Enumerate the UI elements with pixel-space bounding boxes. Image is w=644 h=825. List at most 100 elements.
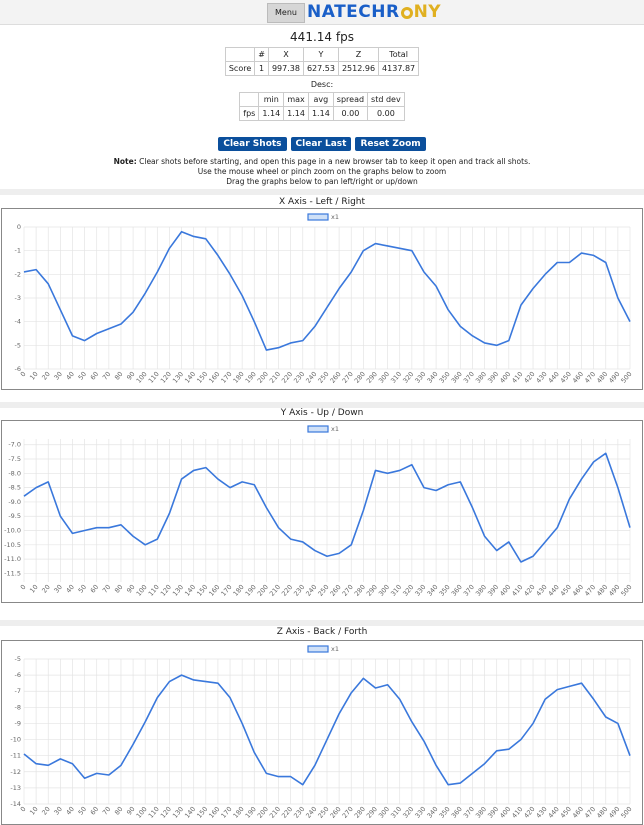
x-tick-label: 70 bbox=[101, 583, 112, 594]
x-tick-label: 100 bbox=[135, 370, 149, 385]
x-tick-label: 40 bbox=[65, 805, 76, 816]
table-cell: fps bbox=[239, 106, 260, 121]
separator bbox=[0, 402, 644, 408]
desc-table: min max avg spread std dev fps 1.14 1.14 1.14 0.0… bbox=[239, 92, 405, 121]
x-tick-label: 190 bbox=[244, 370, 258, 385]
legend-swatch bbox=[307, 645, 329, 653]
x-tick-label: 130 bbox=[171, 370, 185, 385]
x-tick-label: 250 bbox=[316, 805, 330, 820]
y-tick-label: -11 bbox=[10, 752, 21, 760]
x-tick-label: 230 bbox=[292, 805, 306, 820]
y-tick-label: -5 bbox=[15, 341, 21, 349]
x-tick-label: 270 bbox=[341, 370, 355, 385]
x-tick-label: 40 bbox=[65, 370, 76, 381]
x-tick-label: 30 bbox=[52, 370, 63, 381]
x-tick-label: 180 bbox=[232, 370, 246, 385]
x-tick-label: 490 bbox=[607, 583, 621, 598]
x-tick-label: 210 bbox=[268, 583, 282, 598]
x-tick-label: 80 bbox=[113, 370, 124, 381]
x-tick-label: 50 bbox=[77, 805, 88, 816]
x-tick-label: 110 bbox=[147, 370, 161, 385]
x-tick-label: 300 bbox=[377, 805, 391, 820]
y-tick-label: -6 bbox=[15, 671, 21, 679]
table-header-row: # X Y Z Total bbox=[224, 47, 420, 62]
x-tick-label: 470 bbox=[583, 805, 597, 820]
x-tick-label: 360 bbox=[450, 583, 464, 598]
x-tick-label: 170 bbox=[219, 370, 233, 385]
score-table: # X Y Z Total Score 1 997.38 627.53 2512.96 4137.8… bbox=[224, 47, 420, 76]
x-tick-label: 270 bbox=[341, 805, 355, 820]
x-tick-label: 170 bbox=[219, 583, 233, 598]
menu-button[interactable]: Menu bbox=[267, 3, 305, 23]
x-tick-label: 480 bbox=[595, 370, 609, 385]
header-cell: Total bbox=[378, 47, 420, 62]
x-tick-label: 270 bbox=[341, 583, 355, 598]
x-tick-label: 280 bbox=[353, 805, 367, 820]
x-tick-label: 40 bbox=[65, 583, 76, 594]
note-label: Note: bbox=[113, 157, 137, 166]
x-tick-label: 220 bbox=[280, 805, 294, 820]
x-tick-label: 340 bbox=[425, 583, 439, 598]
header-cell: std dev bbox=[367, 92, 405, 107]
x-tick-label: 410 bbox=[510, 583, 524, 598]
chart: -5 -6 -7 -8 -9 -10 -11 -12 -13 -140 10 20 30 40 50 60 70… bbox=[1, 640, 643, 825]
x-tick-label: 380 bbox=[474, 370, 488, 385]
x-tick-label: 480 bbox=[595, 583, 609, 598]
data-line bbox=[23, 230, 631, 351]
y-tick-label: -10.0 bbox=[4, 527, 21, 535]
legend-swatch bbox=[307, 213, 329, 221]
y-tick-label: -13 bbox=[10, 784, 21, 792]
x-tick-label: 200 bbox=[256, 370, 270, 385]
y-tick-label: -12 bbox=[10, 768, 21, 776]
x-tick-label: 290 bbox=[365, 805, 379, 820]
y-tick-label: -7.5 bbox=[8, 455, 21, 463]
button[interactable]: Reset Zoom bbox=[355, 137, 426, 151]
x-tick-label: 450 bbox=[559, 805, 573, 820]
y-tick-label: 0 bbox=[17, 223, 21, 231]
button[interactable]: Clear Last bbox=[290, 137, 352, 151]
x-tick-label: 330 bbox=[413, 805, 427, 820]
y-tick-label: -8.0 bbox=[8, 469, 21, 477]
table-cell: 1 bbox=[254, 61, 269, 76]
x-tick-label: 390 bbox=[486, 583, 500, 598]
x-tick-label: 240 bbox=[304, 583, 318, 598]
logo-icon bbox=[400, 7, 413, 19]
x-tick-label: 450 bbox=[559, 583, 573, 598]
x-tick-label: 300 bbox=[377, 370, 391, 385]
chart: -7.0 -7.5 -8.0 -8.5 -9.0 -9.5 -10.0 -10.5 -11.0 -… bbox=[1, 420, 643, 603]
x-tick-label: 420 bbox=[522, 583, 536, 598]
x-tick-label: 260 bbox=[329, 370, 343, 385]
header-cell: Y bbox=[302, 47, 339, 62]
y-tick-label: -9.0 bbox=[8, 498, 21, 506]
x-tick-label: 90 bbox=[125, 805, 136, 816]
note-line: Drag the graphs below to pan left/right … bbox=[226, 177, 418, 186]
button[interactable]: Clear Shots bbox=[218, 137, 287, 151]
note: Note: Clear shots before starting, and o… bbox=[0, 157, 644, 187]
table-cell: 1.14 bbox=[258, 106, 285, 121]
x-tick-label: 430 bbox=[535, 370, 549, 385]
x-tick-label: 230 bbox=[292, 583, 306, 598]
x-tick-label: 490 bbox=[607, 370, 621, 385]
x-tick-label: 10 bbox=[28, 370, 39, 381]
separator bbox=[0, 189, 644, 195]
x-tick-label: 310 bbox=[389, 583, 403, 598]
x-tick-label: 110 bbox=[147, 583, 161, 598]
logo[interactable]: NATECHR NY bbox=[307, 2, 441, 22]
table-cell: 1.14 bbox=[307, 106, 334, 121]
y-tick-label: -3 bbox=[15, 294, 21, 302]
header-cell: Z bbox=[337, 47, 380, 62]
x-tick-label: 420 bbox=[522, 370, 536, 385]
x-tick-label: 220 bbox=[280, 583, 294, 598]
x-tick-label: 150 bbox=[195, 583, 209, 598]
x-tick-label: 330 bbox=[413, 583, 427, 598]
x-tick-label: 160 bbox=[207, 370, 221, 385]
x-tick-label: 320 bbox=[401, 583, 415, 598]
x-tick-label: 400 bbox=[498, 370, 512, 385]
x-tick-label: 80 bbox=[113, 583, 124, 594]
x-tick-label: 410 bbox=[510, 370, 524, 385]
x-tick-label: 250 bbox=[316, 583, 330, 598]
x-tick-label: 90 bbox=[125, 583, 136, 594]
x-tick-label: 370 bbox=[462, 583, 476, 598]
table-header-row: min max avg spread std dev bbox=[239, 92, 405, 107]
x-tick-label: 220 bbox=[280, 370, 294, 385]
